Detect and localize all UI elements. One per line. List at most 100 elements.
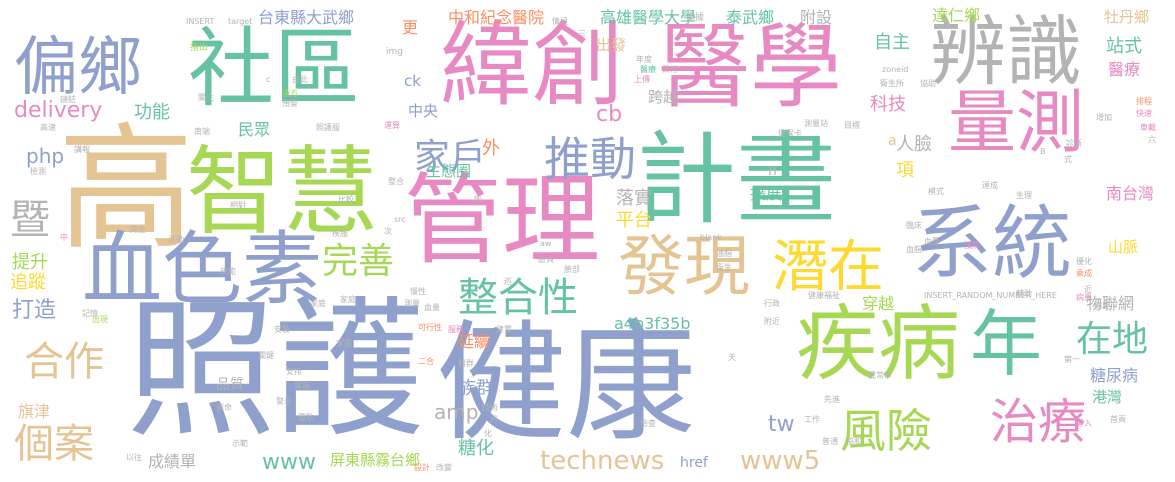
word-renlian: 人臉	[896, 134, 932, 155]
word-yiliao: 醫療	[1108, 60, 1141, 79]
word-dazao: 打造	[12, 298, 57, 323]
word-gongneng: 功能	[134, 102, 170, 123]
word-tishen: 提升	[12, 252, 48, 273]
word-tangniaobing: 糖尿病	[1090, 366, 1139, 385]
word-yuanfang: 遠方	[282, 89, 298, 98]
word-san: 三	[578, 29, 586, 38]
word-yanxu: 延續	[458, 332, 491, 351]
word-guanzhu: 關注	[198, 93, 214, 102]
word-kuaisu: 快速	[1136, 109, 1152, 118]
word-ercheng: 二合	[418, 357, 434, 366]
word-href: href	[680, 455, 708, 471]
word-yiliao-small: 醫療	[640, 65, 656, 74]
word-celiang: 測量站	[804, 119, 828, 128]
word-zuqun: 族群	[458, 378, 494, 399]
word-mamo: 模式	[928, 187, 944, 196]
word-kexingxing: 可行性	[418, 323, 442, 332]
word-nanduan: 南端	[194, 127, 210, 136]
word-ck: ck	[404, 72, 421, 90]
word-pianxiang: 偏鄉	[14, 31, 142, 105]
word-keji: 科技	[870, 94, 906, 115]
word-chegao: 車載	[1140, 123, 1156, 132]
word-chuanyue: 穿越	[862, 294, 895, 313]
word-linchuang: 臨床	[906, 221, 922, 230]
word-insert-random: INSERT_RANDOM_NUMBER_HERE	[924, 291, 1057, 300]
word-technews: technews	[540, 446, 665, 476]
word-jin: 近	[1084, 285, 1092, 294]
word-yue: 月	[490, 415, 498, 424]
word-img: img	[386, 47, 403, 57]
word-yichangpin: 異常率	[868, 371, 892, 380]
word-hua: 化	[484, 429, 492, 438]
word-bianshi: 辨識	[930, 7, 1082, 96]
word-shanmai: 山脈	[1108, 238, 1139, 256]
word-wanshan: 完善	[322, 241, 395, 282]
word-zhanshi: 站式	[1106, 36, 1142, 57]
word-jiahu: 家戶	[414, 137, 487, 178]
word-anzhi: 安排	[286, 367, 302, 376]
word-shujia: 數據	[686, 13, 705, 23]
word-xingzheng: 行政	[764, 299, 780, 308]
word-zhonghe: 中和紀念醫院	[448, 8, 545, 27]
word-aw: aw	[540, 239, 552, 248]
word-zhongdian: 重點	[298, 413, 314, 422]
word-zhenghe: 整合	[388, 177, 404, 186]
word-yongfu: 壽命	[216, 403, 232, 412]
word-wulianwang: 物聯網	[1086, 294, 1135, 313]
word-amp: amp	[434, 400, 479, 424]
word-fangfa: 預防	[964, 241, 980, 250]
word-hezuo: 合作	[24, 339, 104, 385]
word-delivery: delivery	[14, 98, 103, 123]
word-qijin: 旗津	[18, 402, 51, 421]
word-pinzhi: 品質	[216, 377, 244, 393]
word-xiezhu: 協助	[920, 79, 936, 88]
word-bianlian: 臉部	[564, 265, 580, 274]
word-youchu: 由此	[292, 75, 308, 84]
word-jiating2: 家庭	[310, 299, 326, 308]
word-zengjia: 增加	[1096, 113, 1112, 122]
word-php: php	[26, 144, 65, 168]
word-youdian: 油脂	[716, 249, 732, 258]
word-zizhu: 自主	[874, 32, 910, 53]
word-daoru: 導入	[1076, 419, 1092, 428]
word-shengli: 生理	[1016, 191, 1032, 200]
word-xiaoyu: 中	[60, 233, 68, 242]
word-shequ: 社區	[188, 19, 360, 119]
word-dacheng: 達成	[982, 181, 998, 190]
word-xiandao: 先進	[824, 395, 840, 404]
word-cb: cb	[596, 102, 623, 127]
word-bingshi: 病史	[1094, 301, 1110, 310]
word-zhichu: 指出	[190, 43, 209, 53]
word-diyi: 第一	[1064, 355, 1080, 364]
word-zhongyang: 中央	[408, 102, 439, 120]
word-xiang: 項	[896, 160, 914, 181]
word-yixue: 醫學	[658, 14, 843, 121]
word-insert: INSERT	[186, 17, 215, 26]
word-guanli: 管理	[404, 164, 601, 278]
word-nianbao: 年度	[636, 55, 652, 64]
word-geng: 更	[402, 18, 419, 37]
word-faxian: 發現	[618, 228, 750, 305]
word-gaoxiong-yixue: 高雄醫學大學	[600, 8, 697, 27]
word-yundong: 運算	[384, 121, 400, 130]
word-gao: 高	[58, 111, 194, 269]
word-bingxin: 病患	[1076, 293, 1092, 302]
word-jiance: 檢測	[30, 167, 46, 176]
word-huodong: 活動	[168, 235, 184, 244]
word-shilu: 示範	[232, 439, 248, 448]
word-yuanzhu: 乘成	[1076, 269, 1092, 278]
word-yujingqi: 預警	[282, 99, 298, 108]
word-anzhuang: 安裝	[274, 325, 290, 334]
word-xueya: 血壓	[924, 237, 940, 246]
word-mudan: 牡丹鄉	[1104, 8, 1150, 26]
word-xueliang: 血量	[424, 303, 440, 312]
word-gaosu: 高速	[40, 123, 56, 132]
word-putong: 普通	[822, 437, 838, 446]
word-xitong: 系統	[912, 197, 1072, 290]
word-xiehe: 協和	[846, 437, 862, 446]
word-dazheng: 達仁鄉	[932, 6, 981, 25]
word-jianli: 建置	[496, 325, 512, 334]
word-shefu: 衛生	[716, 263, 732, 272]
word-n: n	[768, 163, 777, 179]
